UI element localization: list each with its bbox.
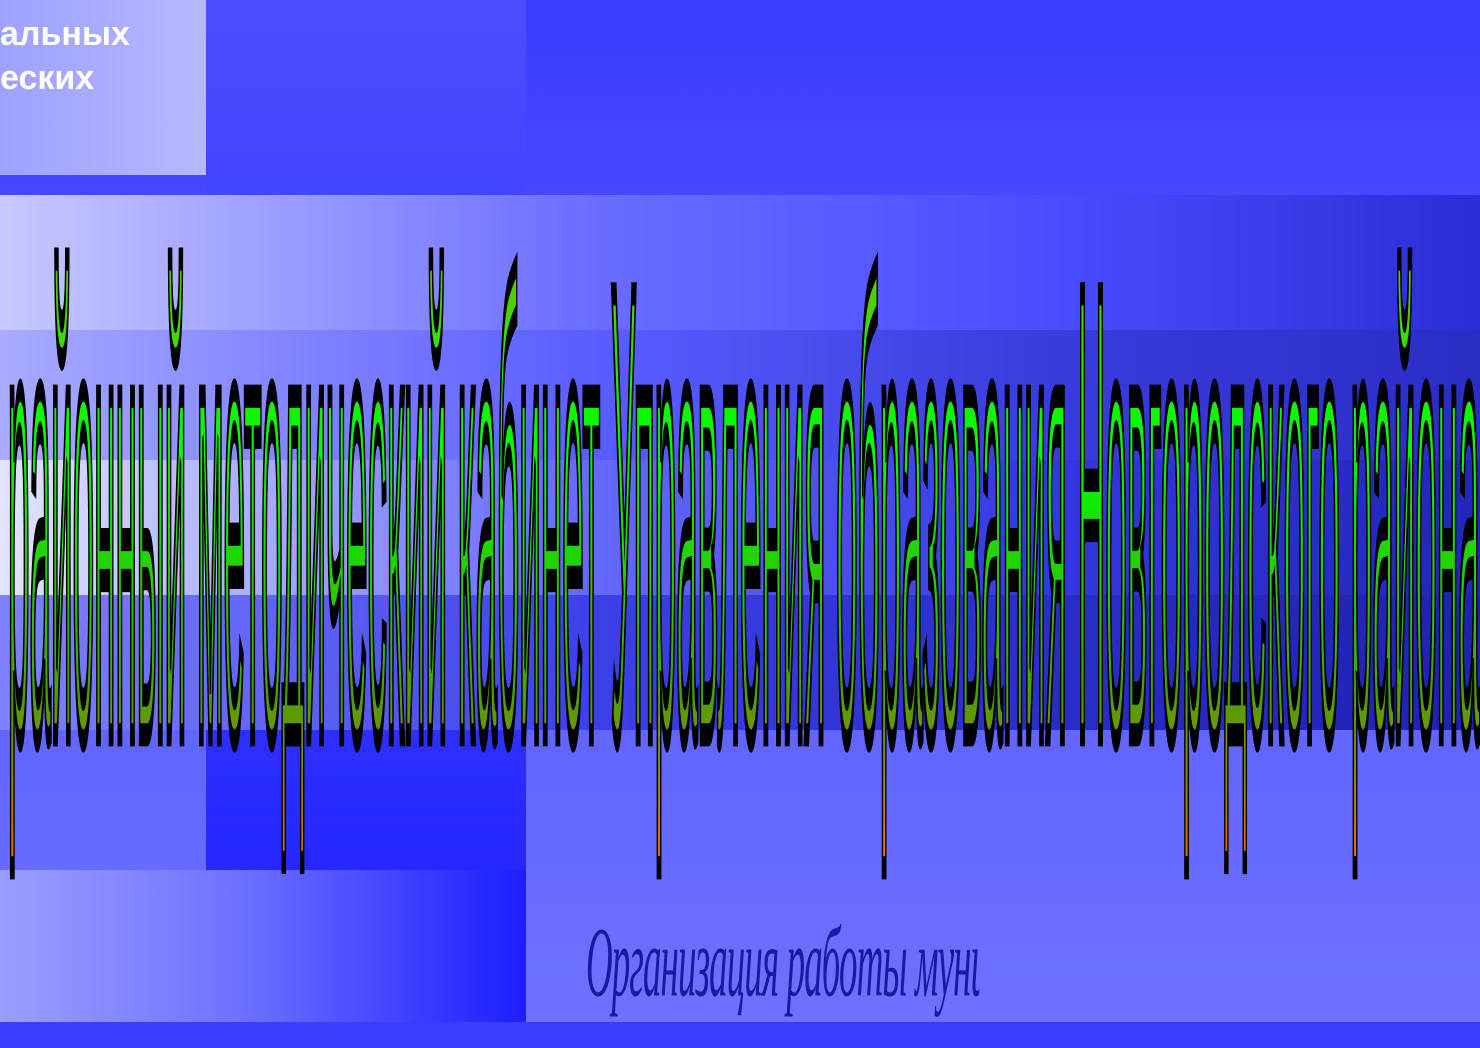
title-wordart: районный методический кабинет Управления… xyxy=(5,153,1480,878)
background-panel-lower xyxy=(0,870,526,1022)
background-panel-left xyxy=(0,0,206,175)
top-left-text: альных еских xyxy=(0,15,130,98)
slide-title: районный методический кабинет Управления… xyxy=(8,156,1480,875)
background-stripe xyxy=(0,330,1480,460)
background-stripe xyxy=(0,595,1480,730)
background-stripe xyxy=(0,195,1480,330)
background-stripe xyxy=(0,460,1480,595)
slide-subtitle: Организация работы муниципальной методич… xyxy=(586,908,979,1019)
